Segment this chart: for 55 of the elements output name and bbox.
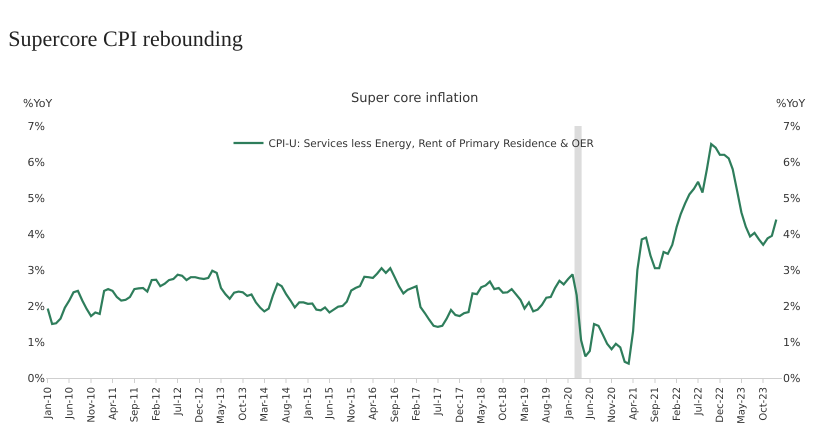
x-tick-label: Sep-21 bbox=[650, 387, 662, 422]
y-tick-label: 1% bbox=[28, 336, 45, 349]
x-tick-label: May-13 bbox=[216, 387, 228, 424]
y2-tick-label: 1% bbox=[783, 336, 800, 349]
y-tick-label: 2% bbox=[28, 300, 45, 313]
x-tick-label: Oct-23 bbox=[758, 387, 770, 421]
y2-tick-label: 3% bbox=[783, 264, 800, 277]
x-tick-label: Apr-21 bbox=[628, 387, 640, 420]
y-tick-label: 0% bbox=[28, 372, 45, 385]
legend-label: CPI-U: Services less Energy, Rent of Primary Residence & OER bbox=[268, 138, 594, 150]
x-tick-label: Jan-15 bbox=[303, 387, 314, 420]
x-tick-label: Nov-20 bbox=[606, 387, 618, 423]
y2-tick-label: 4% bbox=[783, 228, 800, 241]
y-tick-label: 6% bbox=[28, 156, 45, 169]
x-tick-label: Nov-15 bbox=[346, 387, 358, 423]
x-tick-label: Aug-14 bbox=[281, 387, 292, 423]
x-tick-label: May-18 bbox=[476, 387, 488, 424]
x-tick-label: Mar-19 bbox=[520, 387, 531, 422]
x-tick-label: May-23 bbox=[736, 387, 748, 424]
y-axis-title: %YoY bbox=[23, 97, 52, 110]
x-tick-label: Aug-19 bbox=[542, 387, 553, 423]
y-tick-label: 7% bbox=[28, 120, 45, 133]
y-tick-label: 5% bbox=[28, 192, 45, 205]
x-tick-label: Jun-20 bbox=[585, 387, 596, 420]
y2-tick-label: 2% bbox=[783, 300, 800, 313]
x-tick-label: Sep-16 bbox=[390, 387, 401, 422]
y2-axis-title: %YoY bbox=[776, 97, 806, 110]
x-tick-label: Sep-11 bbox=[130, 387, 141, 422]
x-tick-label: Apr-11 bbox=[108, 387, 119, 420]
x-tick-label: Nov-10 bbox=[86, 387, 98, 423]
x-tick-label: Feb-17 bbox=[412, 387, 423, 422]
x-tick-label: Dec-12 bbox=[194, 387, 206, 423]
y2-tick-label: 7% bbox=[783, 120, 800, 133]
y-tick-label: 4% bbox=[28, 228, 45, 241]
x-tick-label: Jan-10 bbox=[42, 387, 54, 420]
chart-subtitle: Super core inflation bbox=[351, 91, 478, 106]
y2-tick-label: 0% bbox=[783, 372, 800, 385]
y2-tick-label: 6% bbox=[783, 156, 800, 169]
x-tick-label: Dec-22 bbox=[715, 387, 726, 423]
y-tick-label: 3% bbox=[28, 264, 45, 277]
x-tick-label: Jun-10 bbox=[64, 387, 76, 420]
x-tick-label: Jun-15 bbox=[324, 387, 336, 420]
x-tick-label: Oct-13 bbox=[238, 387, 250, 421]
x-tick-label: Jul-12 bbox=[172, 387, 184, 416]
x-tick-label: Jul-17 bbox=[433, 387, 444, 416]
x-tick-label: Feb-22 bbox=[672, 387, 683, 422]
x-tick-label: Feb-12 bbox=[151, 387, 162, 422]
x-tick-label: Apr-16 bbox=[368, 387, 380, 420]
x-tick-label: Dec-17 bbox=[454, 387, 466, 423]
y2-tick-label: 5% bbox=[783, 192, 800, 205]
x-tick-label: Oct-18 bbox=[498, 387, 510, 421]
x-tick-label: Jan-20 bbox=[563, 387, 574, 420]
x-tick-label: Mar-14 bbox=[260, 387, 271, 422]
x-tick-label: Jul-22 bbox=[693, 387, 704, 416]
chart-title: Supercore CPI rebounding bbox=[8, 26, 243, 51]
